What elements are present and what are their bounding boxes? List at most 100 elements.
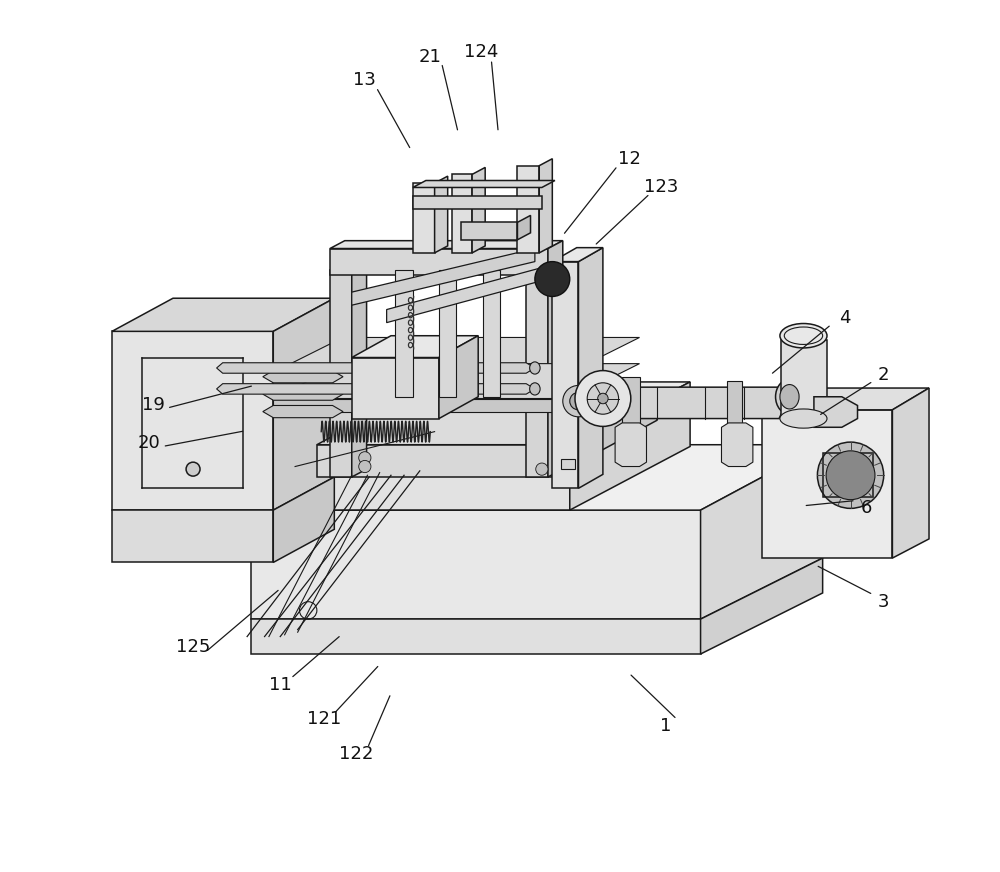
Polygon shape [263, 371, 343, 383]
Polygon shape [273, 399, 570, 412]
Polygon shape [548, 241, 563, 275]
Polygon shape [727, 381, 742, 425]
Polygon shape [552, 262, 578, 488]
Circle shape [359, 460, 371, 473]
Circle shape [186, 462, 200, 476]
Polygon shape [526, 270, 548, 477]
Polygon shape [251, 510, 701, 619]
Text: 124: 124 [464, 44, 498, 61]
Ellipse shape [776, 379, 803, 414]
Polygon shape [330, 241, 563, 249]
Polygon shape [217, 384, 535, 394]
Text: 13: 13 [353, 72, 376, 89]
Polygon shape [701, 445, 823, 619]
Polygon shape [413, 196, 542, 209]
Polygon shape [273, 477, 334, 562]
Ellipse shape [780, 324, 827, 348]
Polygon shape [452, 174, 472, 253]
Circle shape [535, 262, 570, 296]
Polygon shape [548, 263, 563, 477]
Circle shape [359, 452, 371, 464]
Polygon shape [273, 364, 640, 399]
Text: 1: 1 [660, 717, 671, 734]
Polygon shape [552, 248, 603, 262]
Polygon shape [251, 445, 570, 510]
Polygon shape [762, 388, 929, 410]
Ellipse shape [780, 409, 827, 428]
Text: 11: 11 [269, 676, 292, 693]
Polygon shape [112, 298, 334, 331]
Polygon shape [263, 388, 343, 400]
Polygon shape [273, 298, 334, 510]
Polygon shape [330, 249, 548, 275]
Polygon shape [701, 558, 823, 654]
Polygon shape [395, 270, 413, 397]
Text: 21: 21 [419, 48, 442, 65]
Polygon shape [413, 181, 555, 187]
Polygon shape [352, 263, 367, 477]
Text: 3: 3 [878, 593, 889, 610]
Text: 12: 12 [618, 150, 640, 167]
Polygon shape [517, 215, 531, 240]
Text: 121: 121 [307, 711, 341, 728]
Polygon shape [251, 619, 701, 654]
Text: 122: 122 [339, 746, 373, 763]
Circle shape [598, 393, 608, 404]
Polygon shape [892, 388, 929, 558]
Text: 4: 4 [839, 310, 850, 327]
Polygon shape [781, 340, 827, 419]
Polygon shape [387, 266, 548, 323]
Polygon shape [217, 363, 535, 373]
Polygon shape [517, 166, 539, 253]
Polygon shape [352, 358, 439, 419]
Polygon shape [112, 510, 273, 562]
Polygon shape [596, 387, 790, 419]
Polygon shape [570, 382, 690, 510]
Polygon shape [352, 249, 535, 305]
Polygon shape [461, 222, 517, 240]
Polygon shape [622, 377, 640, 429]
Polygon shape [526, 263, 563, 270]
Polygon shape [561, 459, 575, 469]
Polygon shape [112, 331, 273, 510]
Text: 19: 19 [142, 397, 165, 414]
Text: 20: 20 [138, 434, 161, 452]
Text: 125: 125 [176, 638, 210, 656]
Polygon shape [552, 388, 657, 477]
Polygon shape [814, 397, 858, 427]
Text: 123: 123 [644, 179, 679, 196]
Polygon shape [413, 183, 435, 253]
Polygon shape [721, 423, 753, 467]
Circle shape [570, 392, 587, 410]
Polygon shape [251, 445, 823, 510]
Polygon shape [439, 336, 478, 419]
Circle shape [587, 383, 619, 414]
Polygon shape [352, 336, 478, 358]
Polygon shape [317, 388, 657, 445]
Polygon shape [251, 382, 690, 445]
Polygon shape [330, 263, 367, 270]
Circle shape [575, 371, 631, 426]
Polygon shape [317, 445, 552, 477]
Circle shape [536, 463, 548, 475]
Polygon shape [615, 423, 646, 467]
Polygon shape [472, 167, 485, 253]
Polygon shape [273, 372, 570, 386]
Circle shape [817, 442, 884, 508]
Polygon shape [483, 270, 500, 397]
Polygon shape [578, 248, 603, 488]
Polygon shape [330, 270, 352, 477]
Text: 6: 6 [861, 499, 872, 516]
Polygon shape [263, 405, 343, 418]
Text: 2: 2 [878, 366, 889, 384]
Circle shape [563, 385, 594, 417]
Polygon shape [435, 176, 448, 253]
Polygon shape [762, 410, 892, 558]
Polygon shape [439, 270, 456, 397]
Ellipse shape [780, 385, 799, 409]
Ellipse shape [530, 383, 540, 395]
Circle shape [826, 451, 875, 500]
Ellipse shape [530, 362, 540, 374]
Polygon shape [273, 337, 640, 372]
Polygon shape [539, 159, 552, 253]
